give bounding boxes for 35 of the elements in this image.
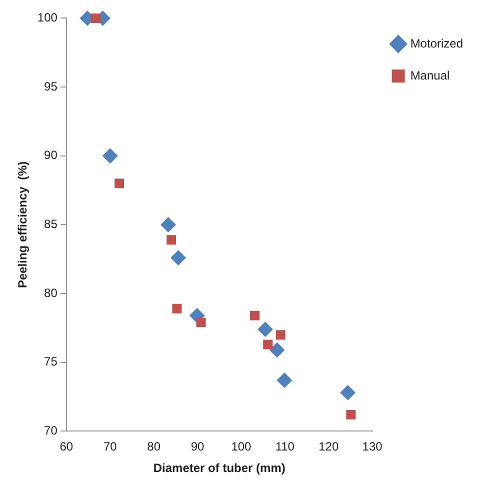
- point: [263, 340, 273, 350]
- point: [90, 13, 100, 23]
- point: [114, 178, 124, 188]
- point: [102, 148, 118, 164]
- y-tick-label: 100: [37, 10, 58, 25]
- point: [160, 217, 176, 232]
- legend-label: Motorized: [410, 36, 463, 50]
- y-tick-label: 70: [44, 424, 58, 438]
- x-tick-label: 100: [231, 440, 252, 454]
- x-tick-label: 120: [318, 440, 339, 454]
- y-tick-label: 85: [44, 217, 58, 232]
- y-tick-label: 90: [44, 148, 58, 162]
- y-tick-label: 80: [44, 286, 58, 300]
- x-tick-label: 80: [147, 440, 161, 454]
- x-tick-label: 110: [275, 440, 295, 454]
- point: [250, 310, 260, 320]
- point: [346, 410, 356, 420]
- point: [340, 385, 356, 400]
- point: [166, 235, 176, 245]
- point: [196, 318, 206, 328]
- point: [276, 330, 286, 340]
- point: [258, 322, 273, 337]
- x-axis-title: Diameter of tuber (mm): [153, 461, 286, 476]
- y-tick-label: 95: [44, 79, 58, 94]
- y-axis-title: Peeling efficiency (%): [16, 161, 30, 288]
- x-tick-label: 130: [362, 440, 383, 454]
- point: [270, 342, 285, 358]
- point: [276, 372, 292, 388]
- legend-label: Manual: [410, 68, 450, 82]
- x-tick-label: 90: [190, 440, 205, 454]
- x-tick-label: 70: [103, 440, 118, 454]
- point: [170, 250, 186, 266]
- point: [172, 304, 182, 314]
- y-tick-label: 75: [44, 354, 58, 369]
- x-tick-label: 60: [60, 440, 74, 454]
